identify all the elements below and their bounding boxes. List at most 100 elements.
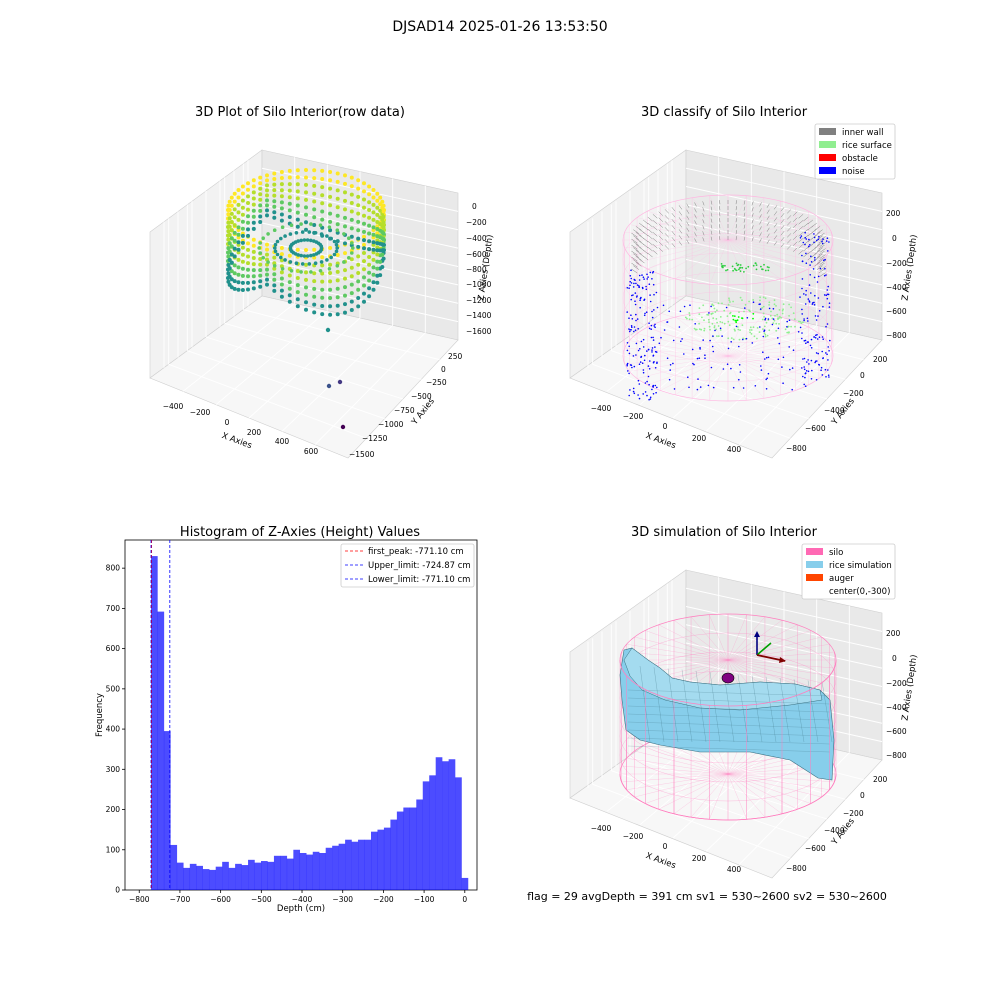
point [272, 182, 277, 187]
classified-point [818, 262, 825, 268]
simulation-silo-wireframe-front [619, 659, 837, 821]
point [349, 209, 354, 214]
classified-point [708, 321, 710, 323]
point [226, 212, 231, 217]
point [371, 195, 376, 200]
legend-label-auger: auger [829, 574, 854, 584]
histogram-bar [241, 865, 249, 890]
classified-point [773, 235, 778, 240]
classified-point [647, 375, 650, 378]
classified-point [818, 310, 821, 312]
point [265, 247, 269, 252]
classified-point [631, 256, 638, 262]
point [378, 208, 383, 213]
classified-point [732, 386, 735, 389]
classified-point [807, 298, 810, 300]
classified-point [800, 322, 803, 325]
classified-point [762, 335, 765, 338]
classified-point [638, 383, 641, 385]
classified-point [743, 212, 746, 217]
classified-point [630, 364, 633, 367]
point [236, 240, 241, 245]
point [229, 260, 234, 265]
classified-point [639, 306, 641, 309]
classified-point [817, 275, 820, 278]
point [304, 227, 308, 232]
z-tick: 200 [886, 629, 901, 638]
histogram-bar [370, 831, 378, 890]
point [335, 303, 340, 308]
point [279, 246, 284, 250]
classified-point [648, 368, 651, 370]
point [304, 205, 308, 210]
classified-point [814, 226, 821, 231]
classified-point [713, 326, 716, 329]
classify-3d-plot: 3D classify of Silo Interior inner wall … [569, 105, 920, 459]
point [258, 214, 263, 219]
classified-point [703, 319, 705, 322]
classified-point [749, 331, 751, 334]
point [320, 287, 325, 292]
point [240, 226, 245, 231]
point [258, 268, 263, 273]
classified-point [812, 302, 814, 304]
point [302, 238, 307, 242]
point [362, 275, 366, 280]
classified-point [801, 308, 803, 311]
classified-point [826, 297, 829, 300]
point [287, 168, 292, 173]
classified-point [766, 233, 770, 238]
classified-point [672, 339, 675, 342]
classified-point [721, 266, 723, 268]
point [356, 236, 361, 241]
classified-point [678, 211, 683, 216]
point [283, 258, 287, 262]
y-tick: −250 [426, 378, 447, 387]
point [258, 220, 263, 224]
point [335, 213, 340, 218]
classified-point [810, 255, 812, 258]
point [236, 257, 241, 262]
classified-point [658, 235, 664, 240]
classified-point [820, 369, 822, 372]
point [343, 198, 347, 203]
point [335, 269, 340, 274]
x-tick: −400 [591, 404, 612, 413]
point [356, 203, 361, 208]
point [335, 312, 340, 317]
classified-point [778, 315, 781, 318]
classified-point [642, 369, 645, 371]
classified-point [743, 230, 746, 235]
classified-point [827, 250, 829, 252]
point [378, 266, 383, 271]
classified-point [632, 390, 635, 393]
point [265, 252, 269, 257]
point [328, 296, 333, 300]
point [226, 246, 231, 251]
point [367, 231, 372, 236]
classified-point [792, 229, 798, 234]
y-tick-label: 300 [106, 765, 121, 774]
classified-point [635, 256, 642, 261]
classified-point [743, 271, 745, 273]
point [367, 184, 372, 189]
point [265, 242, 269, 247]
histogram-bar [196, 865, 203, 890]
classified-point [738, 345, 740, 348]
classified-point [780, 243, 785, 248]
classified-point [635, 226, 642, 231]
classified-point [766, 209, 770, 214]
point [272, 288, 277, 293]
classified-point [645, 288, 648, 291]
classified-point [684, 316, 687, 319]
point [229, 252, 234, 257]
point [332, 239, 337, 244]
classified-point [798, 320, 800, 323]
classified-point [804, 231, 806, 234]
classified-point [686, 203, 690, 208]
classified-point [738, 311, 740, 313]
classified-point [816, 239, 818, 242]
classified-point [759, 296, 761, 299]
point [232, 271, 237, 276]
y-tick: 0 [441, 365, 446, 374]
